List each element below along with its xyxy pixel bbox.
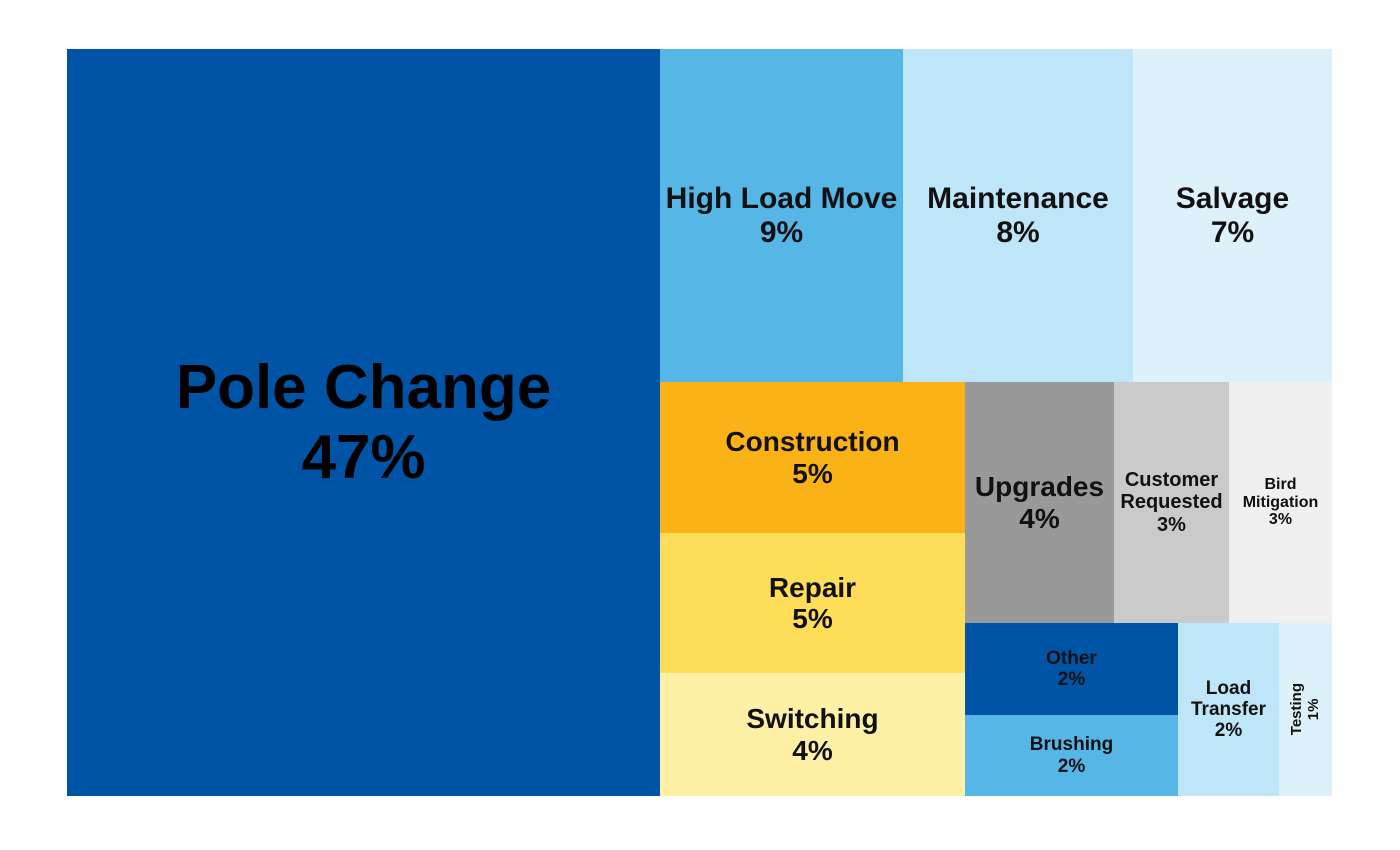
tile-customer-requested: Customer Requested 3% [1114, 382, 1229, 623]
tile-switching: Switching 4% [660, 673, 965, 796]
tile-name-part: Load [1205, 677, 1252, 699]
tile-salvage: Salvage 7% [1133, 49, 1332, 382]
tile-brushing: Brushing 2% [965, 715, 1178, 796]
tile-name-part: Transfer [1191, 698, 1266, 720]
tile-name: Brushing [1029, 734, 1114, 756]
tile-other: Other 2% [965, 623, 1178, 715]
tile-high-load-move: High Load Move 9% [660, 49, 903, 382]
tile-percent: 9% [759, 215, 804, 249]
tile-name: Construction [725, 426, 900, 458]
tile-percent: 2% [1057, 755, 1086, 777]
tile-label-pole-change: Pole Change 47% [176, 353, 552, 492]
tile-label-switching: Switching 4% [746, 703, 878, 766]
tile-percent: 2% [1057, 669, 1086, 690]
tile-name-part: Requested [1120, 491, 1223, 514]
tile-name: High Load Move [665, 181, 898, 215]
tile-percent: 47% [301, 422, 426, 492]
tile-repair: Repair 5% [660, 533, 965, 673]
tile-percent: 3% [1157, 513, 1186, 536]
tile-label-other: Other 2% [1046, 648, 1097, 691]
tile-construction: Construction 5% [660, 382, 965, 533]
tile-name-part: Bird [1264, 475, 1297, 493]
tile-name-part: Customer [1124, 468, 1219, 491]
tile-percent: 1% [1304, 698, 1322, 721]
tile-testing: Testing 1% [1279, 623, 1332, 796]
tile-bird-mitigation: Bird Mitigation 3% [1229, 382, 1332, 623]
tile-label-brushing: Brushing 2% [1030, 734, 1113, 777]
tile-name: Repair [768, 571, 857, 603]
tile-label-customer-requested: Customer Requested 3% [1120, 469, 1222, 536]
tile-percent: 5% [792, 603, 833, 634]
tile-name: Maintenance [927, 181, 1109, 215]
tile-label-repair: Repair 5% [769, 572, 856, 635]
tile-percent: 2% [1214, 720, 1243, 742]
tile-load-transfer: Load Transfer 2% [1178, 623, 1279, 796]
tile-name-part: Mitigation [1242, 493, 1319, 511]
tile-name: Pole Change [175, 353, 552, 423]
tile-percent: 7% [1210, 215, 1255, 249]
tile-name: Switching [746, 703, 879, 735]
tile-name: Other [1046, 647, 1097, 669]
tile-label-salvage: Salvage 7% [1176, 182, 1289, 249]
tile-percent: 3% [1268, 511, 1293, 529]
tile-percent: 5% [792, 457, 833, 489]
tile-name: Upgrades [974, 471, 1105, 503]
tile-name: Testing [1287, 683, 1305, 736]
tile-label-bird-mitigation: Bird Mitigation 3% [1243, 476, 1319, 530]
tile-label-construction: Construction 5% [725, 426, 899, 489]
tile-percent: 4% [1019, 502, 1060, 534]
tile-pole-change: Pole Change 47% [67, 49, 660, 796]
tile-label-load-transfer: Load Transfer 2% [1191, 678, 1266, 742]
tile-upgrades: Upgrades 4% [965, 382, 1114, 623]
tile-label-upgrades: Upgrades 4% [975, 471, 1104, 534]
tile-percent: 4% [792, 734, 833, 766]
tile-maintenance: Maintenance 8% [903, 49, 1133, 382]
tile-percent: 8% [996, 215, 1040, 249]
tile-name: Salvage [1175, 181, 1290, 215]
tile-label-maintenance: Maintenance 8% [927, 182, 1109, 249]
tile-label-high-load-move: High Load Move 9% [666, 182, 898, 249]
tile-label-testing: Testing 1% [1287, 683, 1323, 736]
